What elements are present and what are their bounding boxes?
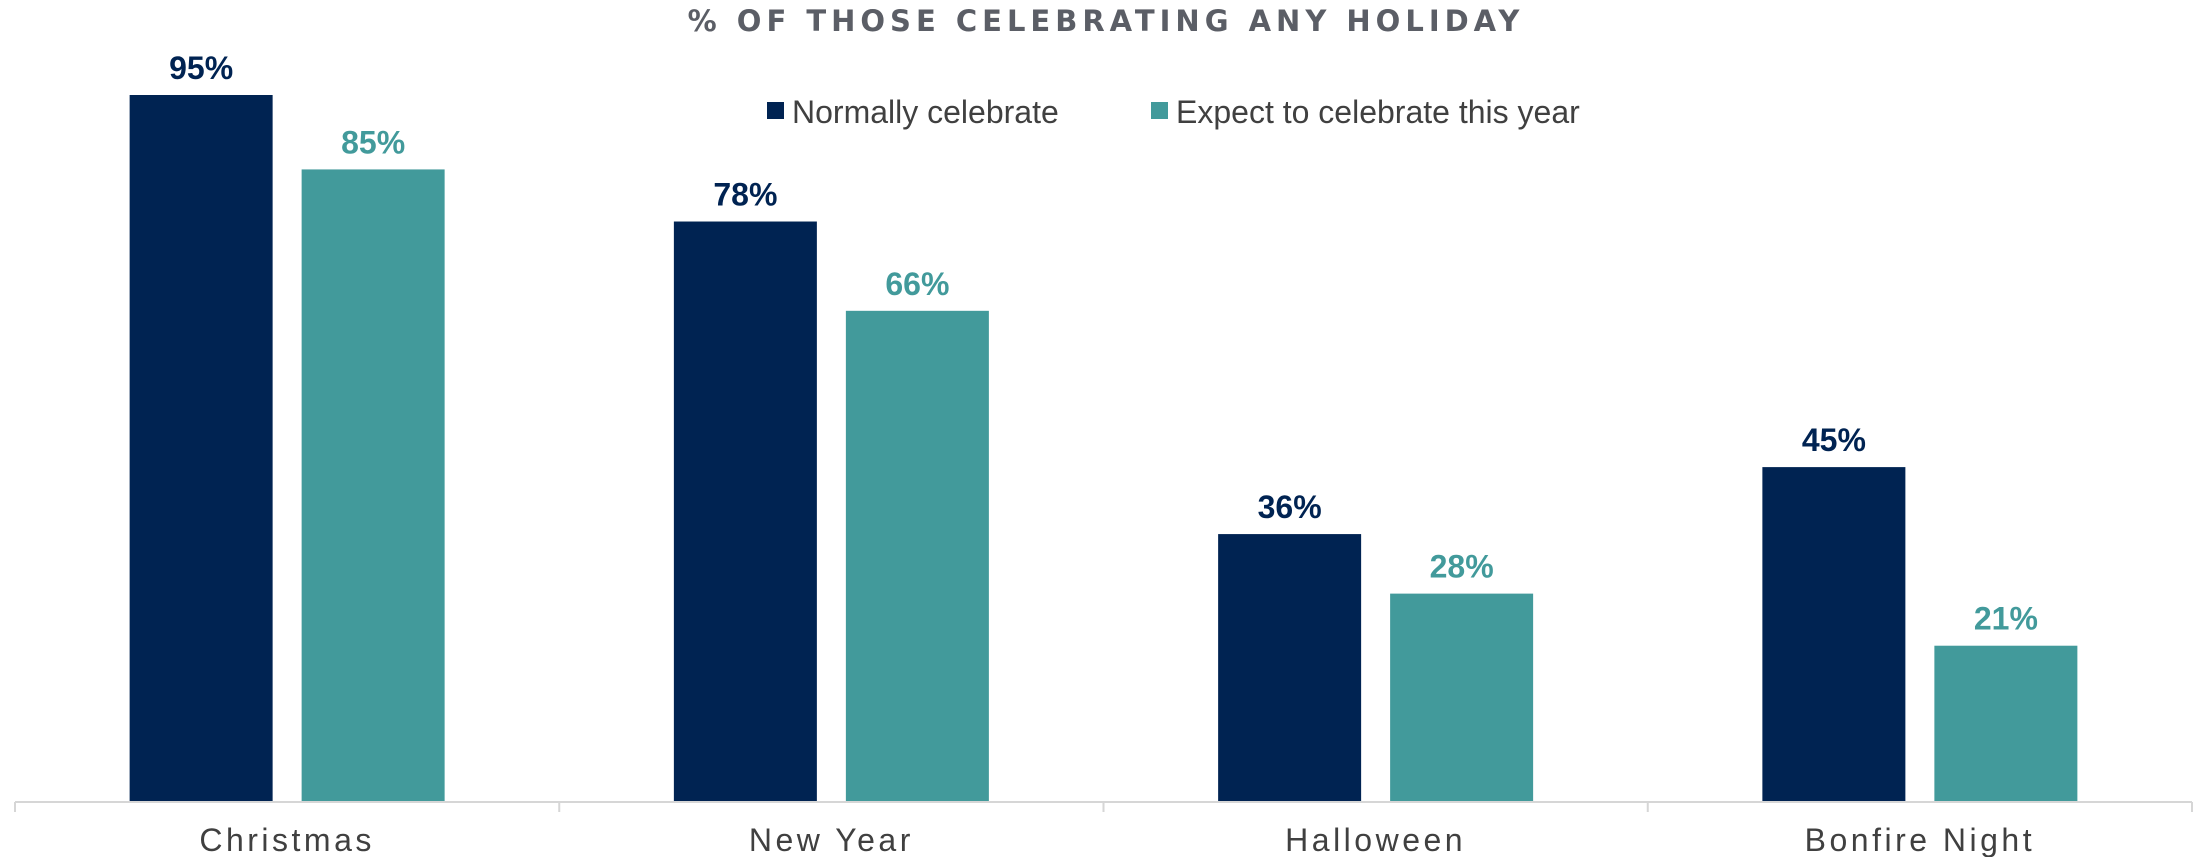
legend: Normally celebrate Expect to celebrate t… (767, 94, 1580, 130)
x-tick-label-christmas: Christmas (199, 822, 375, 857)
x-tick-label-halloween: Halloween (1285, 822, 1466, 857)
data-label-halloween-normally-celebrate: 36% (1258, 489, 1322, 525)
bar-christmas-normally-celebrate (129, 95, 273, 802)
data-labels: 95% 85% 78% 66% 36% 28% 45% 21% (169, 50, 2038, 637)
legend-label-expect-to-celebrate: Expect to celebrate this year (1176, 94, 1580, 130)
chart-title: % OF THOSE CELEBRATING ANY HOLIDAY (688, 4, 1525, 38)
x-tick-label-new-year: New Year (749, 822, 914, 857)
bar-halloween-normally-celebrate (1218, 534, 1362, 802)
data-label-halloween-expect-to-celebrate-this-year: 28% (1430, 549, 1494, 585)
x-tick-label-bonfire-night: Bonfire Night (1805, 822, 2035, 857)
data-label-christmas-expect-to-celebrate-this-year: 85% (341, 124, 405, 160)
data-label-bonfire-night-expect-to-celebrate-this-year: 21% (1974, 601, 2038, 637)
data-label-new-year-expect-to-celebrate-this-year: 66% (885, 266, 949, 302)
x-axis: Christmas New Year Halloween Bonfire Night (14, 801, 2193, 857)
data-label-christmas-normally-celebrate: 95% (169, 50, 233, 86)
bar-new-year-expect-to-celebrate-this-year (845, 310, 989, 802)
bar-bonfire-night-expect-to-celebrate-this-year (1934, 645, 2078, 802)
data-label-bonfire-night-normally-celebrate: 45% (1802, 422, 1866, 458)
legend-swatch-expect-to-celebrate (1151, 102, 1168, 119)
legend-swatch-normally-celebrate (767, 102, 784, 119)
data-label-new-year-normally-celebrate: 78% (713, 177, 777, 213)
bars (129, 95, 2078, 803)
bar-bonfire-night-normally-celebrate (1762, 467, 1906, 802)
legend-label-normally-celebrate: Normally celebrate (792, 94, 1059, 130)
bar-new-year-normally-celebrate (673, 221, 817, 802)
bar-halloween-expect-to-celebrate-this-year (1390, 593, 1534, 802)
bar-christmas-expect-to-celebrate-this-year (301, 169, 445, 803)
